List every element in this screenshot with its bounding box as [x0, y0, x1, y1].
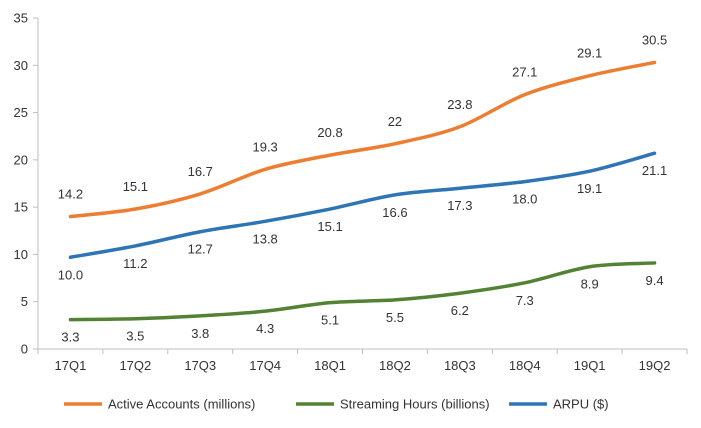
x-axis-ticks: 17Q1 17Q2 17Q3 17Q4 18Q1 18Q2 18Q3 18Q4 19Q1 19Q2 — [37, 349, 688, 373]
data-label: 17.3 — [447, 198, 472, 213]
y-tick-label: 15 — [14, 200, 28, 215]
data-label: 19.1 — [577, 181, 602, 196]
data-label: 10.0 — [58, 267, 83, 282]
data-label: 22 — [388, 114, 402, 129]
x-tick-label: 17Q4 — [249, 358, 281, 373]
series-lines — [68, 60, 657, 322]
data-label: 15.1 — [123, 179, 148, 194]
data-label: 20.8 — [317, 125, 342, 140]
y-tick-label: 25 — [14, 105, 28, 120]
data-label: 13.8 — [252, 231, 277, 246]
data-label: 27.1 — [512, 65, 537, 80]
data-label: 12.7 — [188, 242, 213, 257]
x-tick-label: 19Q1 — [574, 358, 606, 373]
x-tick-label: 17Q1 — [55, 358, 87, 373]
data-label: 11.2 — [123, 256, 147, 271]
series-line-1 — [68, 261, 657, 322]
data-label: 5.1 — [321, 313, 339, 328]
data-label: 15.1 — [317, 219, 342, 234]
series-line-2 — [68, 151, 657, 260]
x-tick-label: 18Q3 — [444, 358, 476, 373]
x-tick-label: 18Q1 — [314, 358, 346, 373]
data-label: 3.5 — [126, 329, 144, 344]
y-tick-label: 0 — [21, 342, 28, 357]
y-tick-label: 30 — [14, 58, 28, 73]
x-tick-label: 18Q4 — [509, 358, 541, 373]
data-label: 21.1 — [642, 163, 667, 178]
y-tick-label: 10 — [14, 247, 28, 262]
x-tick-label: 17Q3 — [184, 358, 216, 373]
legend-label-2: ARPU ($) — [553, 397, 609, 412]
data-label: 7.3 — [516, 293, 534, 308]
data-label: 23.8 — [447, 97, 472, 112]
data-label: 3.8 — [191, 326, 209, 341]
data-label: 8.9 — [581, 277, 599, 292]
data-label: 16.7 — [188, 164, 213, 179]
y-tick-label: 5 — [21, 294, 28, 309]
x-tick-label: 18Q2 — [379, 358, 411, 373]
y-tick-label: 35 — [14, 11, 28, 26]
legend-label-0: Active Accounts (millions) — [108, 397, 255, 412]
x-tick-label: 19Q2 — [639, 358, 671, 373]
x-tick-label: 17Q2 — [119, 358, 151, 373]
data-label: 6.2 — [451, 303, 469, 318]
legend-label-1: Streaming Hours (billions) — [340, 397, 490, 412]
data-label: 19.3 — [252, 139, 277, 154]
data-label: 30.5 — [642, 32, 667, 47]
legend: Active Accounts (millions) Streaming Hour… — [64, 397, 609, 412]
y-axis-ticks: 0 5 10 15 20 25 30 35 — [14, 11, 38, 357]
data-label: 29.1 — [577, 46, 602, 61]
y-tick-label: 20 — [14, 152, 28, 167]
data-label: 4.3 — [256, 321, 274, 336]
data-label: 18.0 — [512, 192, 537, 207]
data-label: 14.2 — [58, 187, 83, 202]
series-line-0 — [68, 60, 657, 219]
data-label: 16.6 — [382, 205, 407, 220]
data-label: 3.3 — [61, 330, 79, 345]
data-labels: 14.2 15.1 16.7 19.3 20.8 22 23.8 27.1 29.1 30.5 3.… — [58, 32, 667, 344]
data-label: 5.5 — [386, 310, 404, 325]
data-label: 9.4 — [646, 273, 664, 288]
